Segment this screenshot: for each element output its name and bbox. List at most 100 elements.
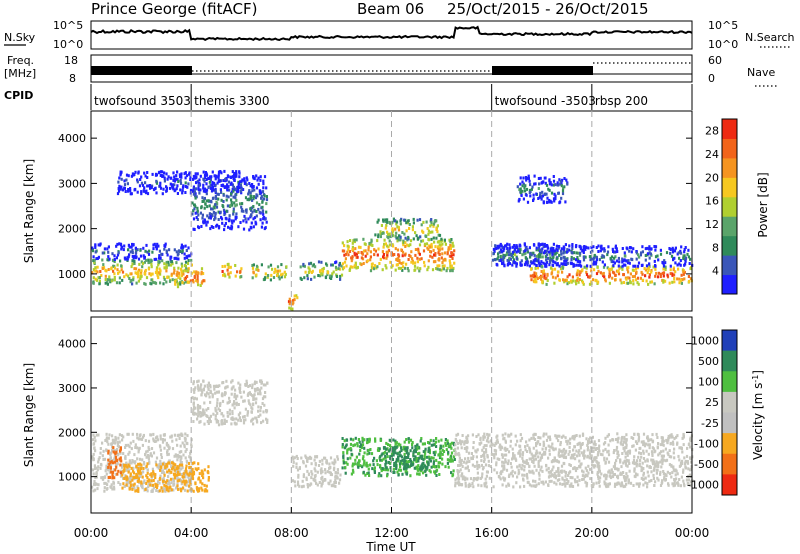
power-cell bbox=[107, 250, 110, 254]
power-cell bbox=[184, 181, 187, 185]
velocity-cell bbox=[689, 480, 693, 484]
power-cell bbox=[288, 297, 291, 301]
velocity-cell bbox=[657, 478, 660, 482]
power-cell bbox=[544, 277, 547, 281]
velocity-cell bbox=[399, 454, 402, 458]
power-cell bbox=[376, 253, 379, 257]
velocity-cell bbox=[177, 487, 180, 491]
power-cell bbox=[443, 238, 446, 242]
velocity-cell bbox=[437, 461, 440, 465]
velocity-cell bbox=[296, 480, 300, 484]
power-cell bbox=[575, 273, 578, 277]
velocity-cell bbox=[667, 453, 670, 457]
power-cell bbox=[205, 182, 208, 186]
velocity-cell bbox=[432, 451, 435, 455]
velocity-cell bbox=[154, 460, 157, 464]
power-cell bbox=[552, 249, 555, 253]
power-cell bbox=[188, 172, 191, 176]
velocity-cell bbox=[140, 481, 143, 485]
velocity-cell bbox=[186, 442, 189, 446]
power-cell bbox=[409, 243, 412, 247]
velocity-cell bbox=[336, 475, 339, 479]
power-cell bbox=[116, 242, 119, 246]
power-cell bbox=[412, 237, 415, 241]
velocity-cell bbox=[492, 485, 495, 489]
power-colorbar-tick: 20 bbox=[705, 171, 719, 184]
velocity-cell bbox=[528, 448, 531, 452]
power-cell bbox=[232, 207, 235, 211]
power-cell bbox=[97, 243, 100, 247]
power-cell bbox=[572, 264, 575, 268]
power-cell bbox=[542, 271, 545, 275]
power-cell bbox=[144, 249, 147, 253]
velocity-cell bbox=[442, 450, 446, 453]
velocity-cell bbox=[452, 469, 455, 473]
velocity-cell bbox=[132, 483, 135, 487]
power-cell bbox=[444, 257, 447, 261]
power-cell bbox=[166, 177, 169, 181]
velocity-cell bbox=[444, 465, 447, 469]
power-cell bbox=[641, 272, 644, 276]
power-cell bbox=[210, 189, 214, 193]
power-cell bbox=[177, 249, 181, 253]
velocity-cell bbox=[127, 452, 130, 456]
velocity-cell bbox=[612, 473, 615, 477]
velocity-cell bbox=[585, 481, 589, 485]
velocity-cell bbox=[146, 479, 149, 483]
velocity-cell bbox=[328, 462, 331, 466]
velocity-cell bbox=[594, 443, 597, 446]
power-cell bbox=[180, 172, 183, 176]
velocity-cell bbox=[547, 435, 550, 439]
power-cell bbox=[156, 274, 159, 278]
velocity-cell bbox=[160, 453, 163, 456]
velocity-cell bbox=[357, 463, 360, 466]
power-cell bbox=[177, 275, 180, 279]
velocity-cell bbox=[346, 451, 349, 455]
velocity-cell bbox=[664, 447, 667, 451]
velocity-cell bbox=[666, 470, 669, 474]
power-cell bbox=[208, 180, 211, 184]
velocity-cell bbox=[568, 463, 571, 467]
velocity-cell bbox=[314, 455, 317, 459]
power-cell bbox=[195, 270, 198, 274]
power-cell bbox=[190, 258, 193, 262]
power-cell bbox=[426, 268, 429, 272]
power-cell bbox=[447, 248, 450, 252]
velocity-cell bbox=[175, 438, 178, 442]
velocity-cell bbox=[603, 482, 606, 486]
velocity-cell bbox=[446, 439, 449, 443]
power-cell bbox=[217, 210, 220, 214]
power-cell bbox=[147, 267, 150, 271]
velocity-cell bbox=[167, 489, 170, 493]
power-cell bbox=[506, 242, 509, 246]
power-cell bbox=[676, 263, 679, 267]
power-cell bbox=[196, 280, 199, 284]
power-cell bbox=[669, 251, 672, 255]
velocity-cell bbox=[401, 472, 404, 476]
power-cell bbox=[545, 200, 549, 204]
velocity-cell bbox=[542, 434, 545, 438]
power-cell bbox=[389, 221, 392, 225]
power-cell bbox=[186, 275, 189, 278]
power-cell bbox=[376, 265, 379, 269]
power-cell bbox=[674, 261, 677, 265]
velocity-cell bbox=[140, 437, 143, 441]
power-cell bbox=[404, 245, 407, 248]
power-cell bbox=[124, 190, 127, 193]
velocity-cell bbox=[654, 480, 657, 484]
power-cell bbox=[526, 250, 529, 254]
power-cell bbox=[223, 169, 226, 173]
power-cell bbox=[154, 245, 158, 248]
velocity-cell bbox=[485, 485, 488, 489]
velocity-cell bbox=[194, 481, 197, 485]
velocity-cell bbox=[111, 474, 114, 478]
power-cell bbox=[108, 278, 112, 282]
velocity-cell bbox=[323, 456, 326, 460]
velocity-cell bbox=[564, 455, 568, 459]
velocity-cell bbox=[474, 477, 477, 481]
velocity-cell bbox=[168, 482, 171, 486]
power-cell bbox=[145, 243, 148, 247]
velocity-cell bbox=[586, 454, 589, 458]
velocity-cell bbox=[587, 446, 590, 450]
velocity-cell bbox=[159, 448, 162, 452]
